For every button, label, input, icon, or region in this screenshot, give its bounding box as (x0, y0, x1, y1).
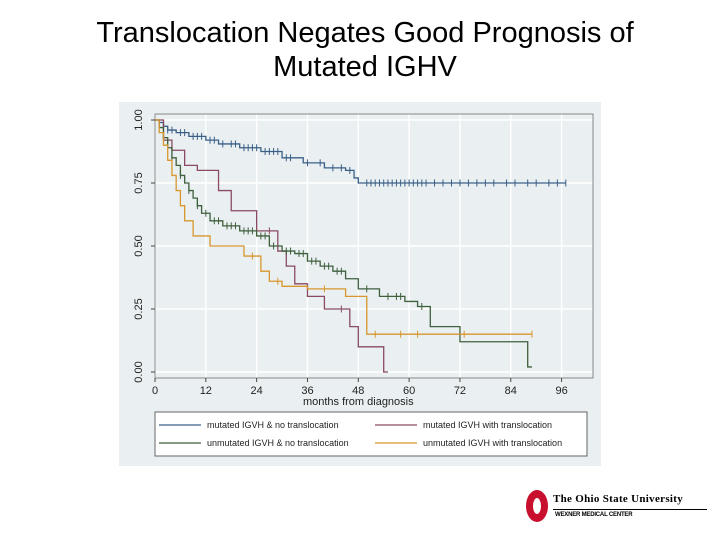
medical-center-name: WEXNER MEDICAL CENTER (555, 512, 633, 518)
title-line-2: Mutated IGHV (273, 51, 457, 83)
survival-curve-3 (155, 119, 532, 368)
survival-curve-line (155, 119, 566, 184)
survival-curves (155, 119, 567, 373)
university-name: The Ohio State University (553, 493, 684, 505)
block-o-logo-icon (526, 490, 548, 522)
x-tick-label: 24 (251, 385, 263, 397)
x-tick-label: 0 (152, 385, 158, 397)
legend-box (154, 411, 588, 457)
osu-logo: The Ohio State University WEXNER MEDICAL… (526, 490, 712, 526)
survival-curve-line (155, 119, 388, 373)
survival-chart: 0.00 0.25 0.50 0.75 1.00 0 12 24 36 48 60 72 84 96 m… (133, 109, 594, 457)
survival-curve-line (155, 119, 532, 368)
x-tick-label: 84 (505, 385, 517, 397)
x-tick-label: 96 (555, 385, 567, 397)
x-tick-label: 72 (454, 385, 466, 397)
x-tick-label: 36 (301, 385, 313, 397)
x-tick-label: 48 (352, 385, 364, 397)
x-axis-label: months from diagnosis (303, 396, 414, 408)
logo-rule (553, 509, 707, 510)
slide-title: Translocation Negates Good Prognosis of … (40, 16, 690, 84)
y-tick-label: 1.00 (133, 109, 145, 130)
survival-curve-4 (155, 119, 533, 338)
x-tick-label: 60 (403, 385, 415, 397)
x-tick-label: 12 (200, 385, 212, 397)
title-line-1: Translocation Negates Good Prognosis of (96, 17, 634, 49)
legend-label-2: mutated IGVH with translocation (423, 420, 552, 430)
y-tick-label: 0.25 (133, 298, 145, 319)
survival-curve-line (155, 119, 532, 335)
survival-curve-2 (155, 119, 388, 373)
legend-label-3: unmutated IGVH & no translocation (207, 438, 349, 448)
y-tick-label: 0.75 (133, 172, 145, 193)
legend: mutated IGVH & no translocation mutated I… (154, 411, 588, 457)
y-axis: 0.00 0.25 0.50 0.75 1.00 (133, 109, 155, 383)
survival-curve-1 (155, 119, 567, 187)
legend-label-1: mutated IGVH & no translocation (207, 420, 339, 430)
y-tick-label: 0.50 (133, 235, 145, 256)
survival-chart-panel: 0.00 0.25 0.50 0.75 1.00 0 12 24 36 48 60 72 84 96 m… (119, 102, 601, 466)
y-tick-label: 0.00 (133, 361, 145, 382)
x-axis: 0 12 24 36 48 60 72 84 96 (152, 378, 568, 397)
legend-label-4: unmutated IGVH with translocation (423, 438, 562, 448)
